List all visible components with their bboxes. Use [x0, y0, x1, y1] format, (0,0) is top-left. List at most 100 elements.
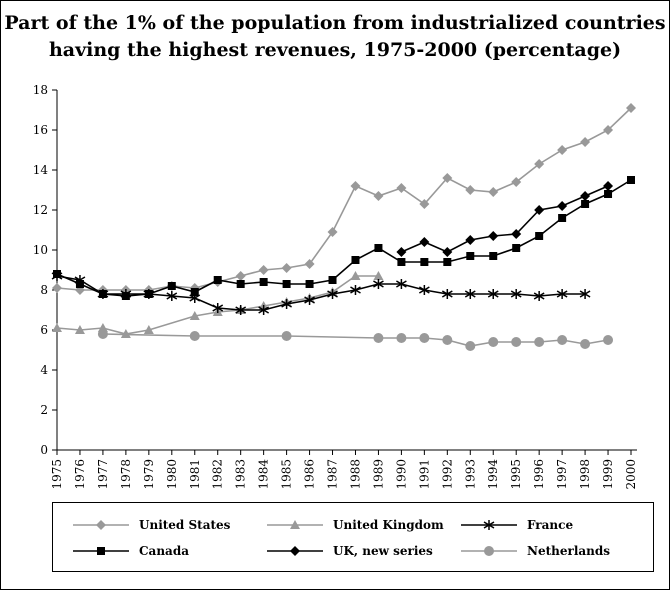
x-tick-label: 1988 — [348, 459, 362, 490]
x-tick-label: 1992 — [440, 459, 454, 490]
data-point-netherlands — [488, 337, 499, 347]
x-tick-label: 1982 — [211, 459, 225, 490]
x-tick-label: 1977 — [96, 459, 110, 490]
data-point-canada — [75, 280, 84, 288]
data-point-uk-new-series — [511, 229, 522, 239]
data-point-canada — [351, 256, 360, 264]
x-tick-label: 1984 — [257, 459, 271, 490]
data-point-canada — [53, 270, 61, 278]
x-tick-label: 1991 — [417, 459, 431, 490]
y-tick-label: 12 — [33, 203, 48, 217]
data-point-netherlands — [465, 341, 476, 351]
data-point-canada — [443, 258, 452, 266]
data-point-france — [166, 291, 178, 301]
chart-title-line-1: Part of the 1% of the population from in… — [4, 12, 666, 34]
data-point-france — [373, 279, 384, 289]
y-tick-label: 2 — [40, 403, 48, 417]
chart-title-line-2: having the highest revenues, 1975-2000 (… — [48, 39, 622, 61]
data-point-uk-new-series — [557, 201, 568, 211]
data-point-netherlands — [189, 331, 200, 341]
x-tick-label: 1997 — [555, 459, 569, 490]
data-point-united-states — [580, 137, 591, 147]
data-point-uk-new-series — [442, 247, 453, 257]
data-point-france — [556, 289, 568, 299]
data-point-france — [579, 289, 591, 299]
data-point-united-kingdom — [74, 325, 85, 334]
data-point-netherlands — [396, 333, 407, 343]
x-tick-label: 1994 — [486, 459, 500, 490]
data-point-uk-new-series — [603, 181, 614, 191]
data-point-united-kingdom — [52, 323, 62, 332]
data-point-united-states — [327, 227, 338, 237]
legend-item-united-kingdom: United Kingdom — [267, 515, 444, 535]
data-point-united-states — [258, 265, 269, 275]
data-point-united-states — [52, 283, 62, 293]
data-point-canada — [190, 288, 199, 296]
data-point-canada — [121, 292, 130, 300]
data-point-netherlands — [511, 337, 522, 347]
legend-swatch-united-kingdom — [267, 520, 323, 529]
data-point-canada — [604, 190, 613, 198]
series-line-netherlands — [102, 333, 609, 347]
data-point-united-states — [396, 183, 407, 193]
data-point-france — [396, 279, 407, 289]
x-tick-label: 1986 — [303, 459, 317, 490]
data-point-canada — [558, 214, 567, 222]
data-point-netherlands — [373, 333, 384, 343]
x-tick-label: 2000 — [624, 459, 638, 490]
x-tick-label: 1979 — [142, 459, 156, 490]
data-point-france — [533, 291, 545, 301]
y-tick-label: 0 — [40, 443, 48, 457]
legend-swatch-united-states — [73, 520, 129, 530]
data-point-france — [258, 305, 270, 315]
series-line-united-states — [56, 107, 632, 291]
y-tick-label: 18 — [33, 83, 48, 97]
data-point-united-states — [442, 173, 453, 183]
data-point-canada — [282, 280, 291, 288]
chart-title: Part of the 1% of the population from in… — [0, 10, 670, 64]
legend-item-united-states: United States — [73, 515, 230, 535]
data-point-netherlands — [603, 335, 614, 345]
data-point-canada — [236, 280, 245, 288]
data-point-france — [510, 289, 522, 299]
x-tick-label: 1985 — [280, 459, 294, 490]
data-point-france — [418, 285, 430, 295]
data-point-netherlands — [534, 337, 545, 347]
y-tick-label: 14 — [33, 163, 49, 177]
data-point-united-states — [534, 159, 545, 169]
data-point-canada — [466, 252, 475, 260]
legend-item-france: France — [461, 515, 573, 535]
data-point-netherlands — [580, 339, 591, 349]
data-point-united-states — [235, 271, 246, 281]
series-line-uk-new-series — [401, 185, 609, 253]
y-tick-label: 6 — [40, 323, 48, 337]
series-line-canada — [56, 179, 632, 297]
legend-label-united-kingdom: United Kingdom — [333, 518, 444, 532]
data-point-uk-new-series — [396, 247, 407, 257]
data-point-united-states — [557, 145, 568, 155]
y-tick-label: 4 — [40, 363, 48, 377]
legend-swatch-netherlands — [461, 546, 517, 556]
data-point-canada — [259, 278, 268, 286]
data-point-france — [235, 305, 247, 315]
data-point-canada — [213, 276, 222, 284]
data-point-canada — [489, 252, 498, 260]
legend-swatch-france — [461, 520, 517, 530]
data-point-france — [441, 289, 453, 299]
legend-label-france: France — [527, 518, 574, 532]
y-tick-label: 16 — [33, 123, 48, 137]
data-point-united-kingdom — [143, 325, 154, 334]
data-point-united-states — [281, 263, 292, 273]
data-point-united-states — [350, 181, 361, 191]
data-point-canada — [512, 244, 521, 252]
series-line-united-kingdom — [56, 275, 379, 335]
data-point-united-kingdom — [189, 311, 200, 320]
legend-label-netherlands: Netherlands — [527, 544, 611, 558]
legend-label-uk-new-series: UK, new series — [333, 544, 433, 558]
x-tick-label: 1995 — [509, 459, 523, 490]
data-point-canada — [397, 258, 406, 266]
data-point-united-states — [465, 185, 476, 195]
legend-item-canada: Canada — [73, 541, 189, 561]
data-point-uk-new-series — [488, 231, 499, 241]
data-point-canada — [144, 290, 153, 298]
